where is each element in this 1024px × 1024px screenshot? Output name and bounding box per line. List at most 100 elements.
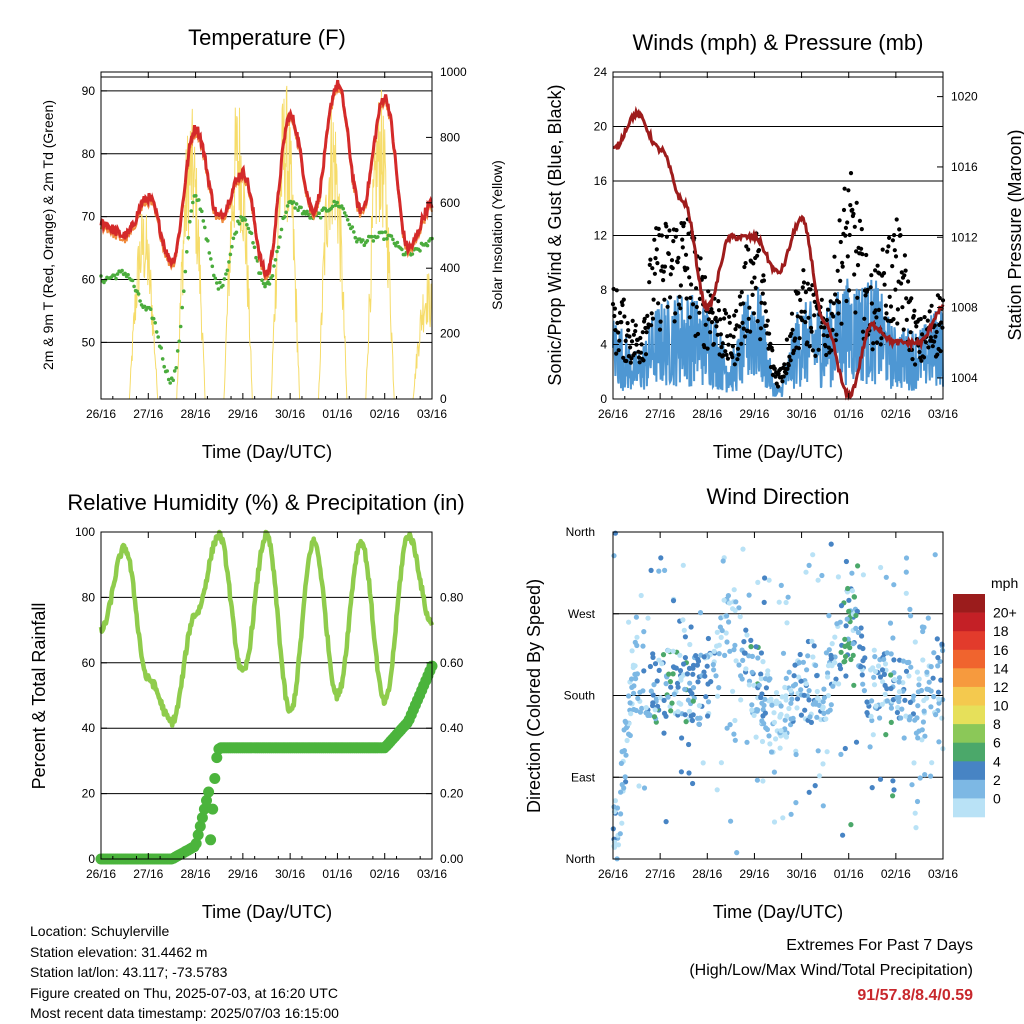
direction-point	[748, 637, 754, 644]
direction-point	[843, 558, 850, 565]
precipitation-point	[198, 803, 210, 815]
direction-point	[687, 680, 693, 686]
direction-point	[794, 705, 800, 711]
direction-point	[624, 737, 630, 744]
temperature-right-tick-label: 0	[440, 392, 447, 406]
humidity-x-tick-label: 26/16	[86, 867, 116, 881]
dewpoint-point	[285, 204, 290, 208]
extremes-subtitle: (High/Low/Max Wind/Total Precipitation)	[689, 962, 973, 979]
direction-point	[884, 686, 890, 692]
gust-point	[883, 303, 889, 308]
speed-legend-swatch	[953, 798, 985, 818]
gust-point	[837, 218, 842, 223]
gust-point	[624, 358, 629, 364]
direction-point	[652, 707, 658, 713]
gust-point	[709, 307, 714, 312]
gust-point	[619, 320, 624, 325]
direction-point	[921, 697, 927, 704]
direction-point	[696, 703, 703, 709]
direction-point	[825, 674, 831, 680]
direction-point	[922, 772, 928, 778]
winds-left-tick-label: 20	[594, 120, 608, 134]
gust-point	[846, 188, 851, 193]
speed-legend-swatch	[953, 742, 985, 762]
direction-point	[713, 673, 719, 679]
direction-point	[755, 707, 761, 713]
direction-point	[702, 673, 708, 679]
direction-point	[768, 696, 774, 702]
direction-point	[618, 760, 625, 767]
temperature-left-tick-label: 70	[82, 210, 96, 224]
direction-point	[928, 664, 934, 670]
direction-point	[663, 819, 669, 825]
gust-point	[854, 200, 859, 205]
direction-point	[840, 832, 846, 838]
direction-point	[746, 678, 753, 684]
dewpoint-point	[148, 307, 153, 312]
gust-point	[687, 275, 692, 280]
gust-point	[650, 266, 655, 271]
gust-point	[807, 344, 812, 349]
direction-point	[705, 635, 712, 642]
direction-point	[638, 592, 644, 599]
temperature-right-tick-label: 1000	[440, 65, 467, 79]
gust-point	[735, 357, 740, 362]
dewpoint-point	[165, 369, 169, 373]
dewpoint-point	[272, 264, 276, 268]
gust-point	[798, 297, 803, 303]
dewpoint-point	[382, 237, 386, 241]
dewpoint-point	[151, 316, 156, 321]
gust-point	[938, 349, 943, 354]
dewpoint-point	[344, 214, 349, 218]
direction-point	[890, 793, 896, 799]
direction-point	[753, 644, 759, 650]
gust-point	[664, 224, 669, 229]
direction-point	[824, 749, 830, 755]
direction-point	[903, 668, 910, 674]
gust-point	[661, 269, 666, 274]
direction-point	[716, 685, 722, 691]
gust-point	[760, 291, 765, 296]
direction-point	[749, 707, 755, 713]
direction-point	[782, 684, 788, 691]
direction-point	[621, 727, 627, 733]
direction-point	[848, 656, 854, 663]
direction-point	[631, 683, 637, 689]
gust-point	[932, 339, 937, 344]
temperature-right-tick-label: 400	[440, 261, 460, 275]
direction-point	[881, 656, 887, 663]
direction-left-tick-label: South	[564, 689, 595, 703]
direction-point	[867, 744, 873, 750]
direction-point	[812, 699, 819, 705]
dewpoint-point	[353, 235, 358, 240]
direction-point	[753, 734, 759, 740]
direction-point	[740, 657, 746, 664]
direction-point	[896, 679, 902, 685]
gust-point	[637, 360, 642, 365]
gust-point	[680, 245, 685, 250]
dewpoint-point	[210, 264, 215, 269]
gust-point	[892, 248, 897, 253]
direction-point	[858, 625, 864, 631]
direction-point	[859, 633, 865, 639]
direction-point	[618, 789, 624, 795]
gust-point	[919, 358, 924, 363]
gust-point	[857, 218, 863, 223]
direction-point	[734, 850, 740, 856]
dewpoint-point	[305, 209, 309, 214]
gust-point	[730, 344, 736, 349]
gust-point	[784, 371, 789, 376]
gust-point	[733, 327, 738, 332]
direction-point	[640, 688, 646, 694]
pressure-series	[612, 105, 945, 401]
direction-point	[882, 661, 889, 667]
winds-right-tick-label: 1020	[951, 90, 978, 104]
direction-point	[882, 691, 888, 697]
gust-point	[765, 318, 770, 323]
direction-point	[848, 822, 854, 828]
direction-point	[907, 699, 914, 706]
solar-insolation-series	[128, 85, 433, 400]
direction-point	[618, 811, 624, 817]
direction-point	[853, 739, 860, 745]
dewpoint-point	[306, 212, 311, 217]
